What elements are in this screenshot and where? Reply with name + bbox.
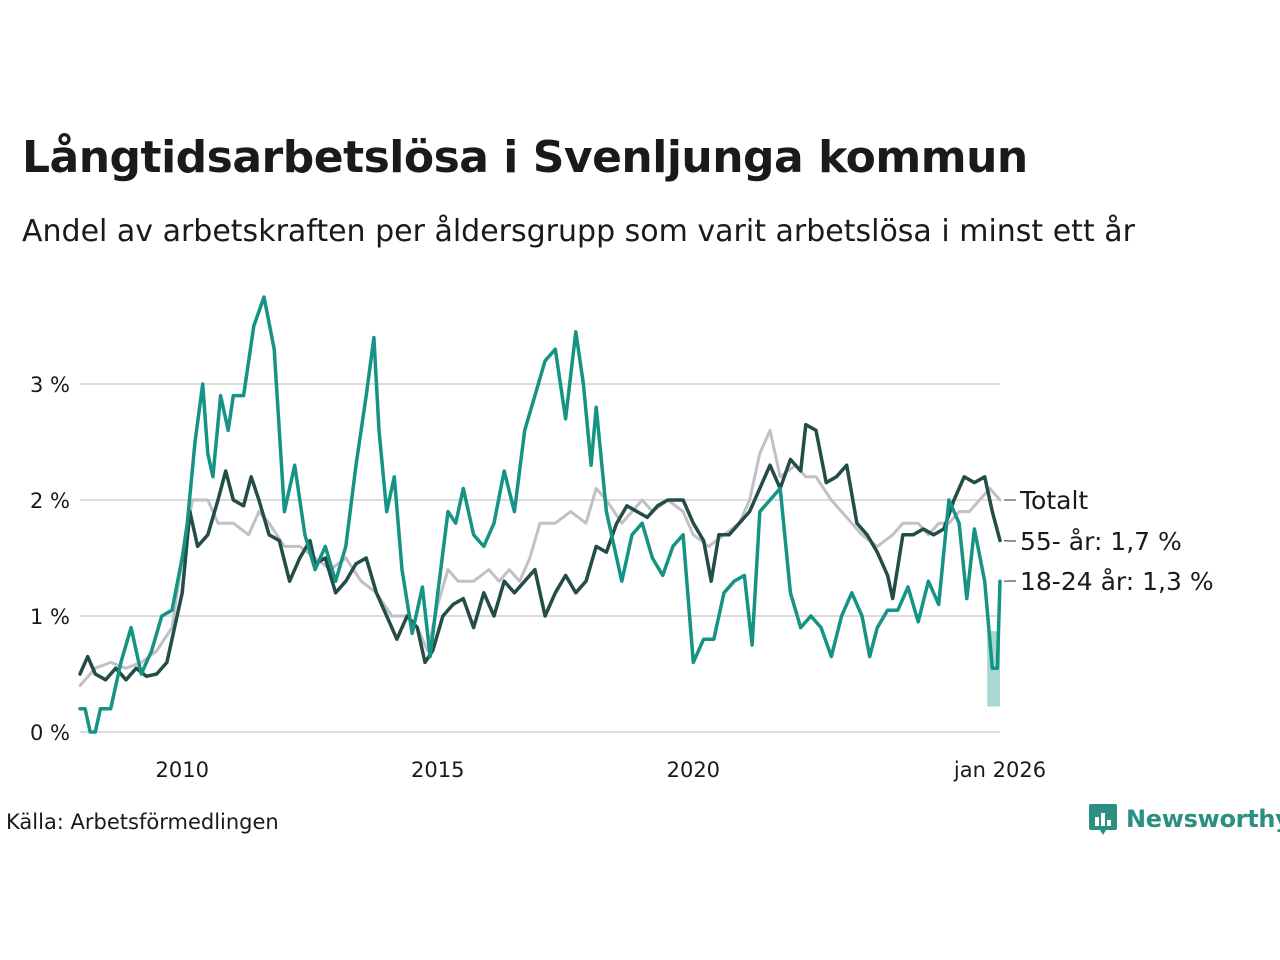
y-tick-label: 1 %	[30, 605, 70, 629]
y-tick-label: 2 %	[30, 489, 70, 513]
x-axis-labels: 2010 2015 2020 jan 2026	[155, 758, 1046, 782]
x-tick-label: 2010	[155, 758, 208, 782]
series-end-label: Totalt	[1019, 486, 1088, 515]
bar-chart-icon	[1089, 804, 1117, 835]
series-end-labels: Totalt 55- år: 1,7 % 18-24 år: 1,3 %	[1003, 486, 1214, 596]
y-tick-label: 3 %	[30, 373, 70, 397]
source-note: Källa: Arbetsförmedlingen	[6, 810, 279, 834]
series-lines	[78, 295, 1002, 734]
series-line-55-r	[78, 422, 1002, 682]
y-axis-labels: 0 % 1 % 2 % 3 %	[30, 373, 70, 745]
x-tick-label: 2015	[411, 758, 464, 782]
y-tick-label: 0 %	[30, 721, 70, 745]
chart-title: Långtidsarbetslösa i Svenljunga kommun	[22, 132, 1028, 183]
brand-name: Newsworthy	[1126, 805, 1280, 833]
x-tick-label: jan 2026	[953, 758, 1046, 782]
series-end-label: 18-24 år: 1,3 %	[1020, 567, 1214, 596]
x-tick-label: 2020	[667, 758, 720, 782]
newsworthy-logo[interactable]: Newsworthy	[1088, 802, 1280, 836]
chart-subtitle: Andel av arbetskraften per åldersgrupp s…	[22, 214, 1135, 249]
series-end-label: 55- år: 1,7 %	[1020, 527, 1182, 556]
series-line-18-24-r	[78, 295, 1002, 734]
series-line-totalt	[78, 428, 1002, 688]
